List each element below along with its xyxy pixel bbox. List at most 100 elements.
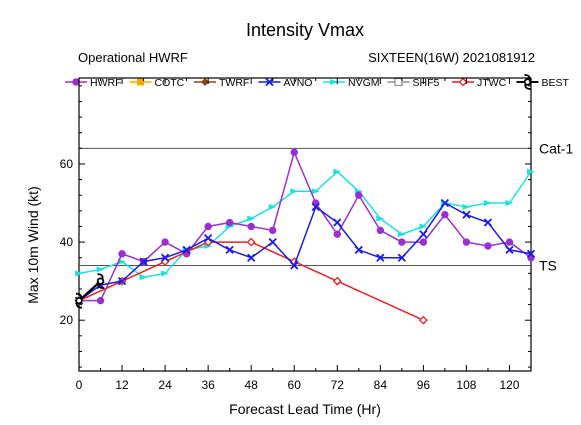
legend-item-shf5: SHF5 bbox=[387, 77, 440, 89]
legend-marker-shf5 bbox=[394, 77, 403, 87]
legend-item-jtwc: JTWC bbox=[452, 77, 507, 89]
data-point-nvgm bbox=[527, 168, 535, 175]
data-point-avno bbox=[268, 237, 277, 247]
data-point-hwrf bbox=[398, 238, 406, 246]
data-point-jtwc bbox=[418, 315, 428, 325]
data-point-nvgm bbox=[505, 200, 514, 207]
plot-frame bbox=[78, 77, 532, 372]
data-point-nvgm bbox=[247, 215, 256, 222]
data-point-avno bbox=[333, 218, 342, 227]
x-tick-label: 24 bbox=[158, 378, 172, 392]
data-point-avno bbox=[483, 218, 493, 227]
data-point-nvgm bbox=[118, 258, 127, 265]
data-point-avno bbox=[117, 277, 127, 286]
x-tick-label: 36 bbox=[201, 378, 215, 392]
series-line-jtwc bbox=[78, 241, 424, 321]
data-point-avno bbox=[419, 230, 428, 239]
legend-marker-jtwc bbox=[458, 77, 468, 87]
data-point-hwrf bbox=[96, 296, 105, 305]
x-tick-label: 120 bbox=[499, 378, 519, 392]
legend-marker-twrf bbox=[201, 78, 209, 86]
data-point-avno bbox=[311, 202, 320, 212]
legend-item-hwrf: HWRF bbox=[65, 77, 122, 89]
data-point-jtwc bbox=[332, 276, 342, 286]
legend-item-best: BEST bbox=[516, 74, 570, 90]
threshold-label-ts: TS bbox=[539, 258, 557, 274]
data-point-hwrf bbox=[441, 211, 449, 219]
legend-label-nvgm: NVGM bbox=[348, 77, 380, 89]
series-line-best bbox=[78, 280, 102, 302]
data-point-nvgm bbox=[311, 188, 320, 195]
data-point-nvgm bbox=[333, 168, 342, 175]
data-point-best bbox=[75, 292, 83, 309]
data-point-avno bbox=[354, 245, 363, 255]
legend-marker-best bbox=[523, 74, 532, 90]
data-point-hwrf bbox=[462, 238, 471, 246]
data-point-avno bbox=[440, 198, 450, 208]
x-tick-label: 72 bbox=[331, 378, 345, 392]
data-point-nvgm bbox=[161, 270, 170, 277]
plot-area: Cat-1 TS 0 12 24 36 48 60 72 84 96 108 120 20 40 60 bbox=[60, 77, 573, 392]
data-point-avno bbox=[526, 249, 536, 258]
x-tick-label: 0 bbox=[76, 378, 83, 392]
threshold-label-cat-1: Cat-1 bbox=[539, 140, 573, 156]
data-point-hwrf bbox=[290, 148, 298, 156]
data-point-hwrf bbox=[505, 238, 514, 246]
legend-label-cotc: COTC bbox=[155, 77, 185, 89]
data-point-hwrf bbox=[204, 222, 212, 231]
legend-label-avno: AVNO bbox=[284, 77, 313, 89]
y-tick-label: 20 bbox=[60, 313, 74, 327]
data-point-best bbox=[96, 273, 105, 290]
data-point-nvgm bbox=[75, 270, 83, 277]
data-point-hwrf bbox=[376, 226, 385, 235]
data-point-nvgm bbox=[419, 223, 428, 230]
legend-item-nvgm: NVGM bbox=[323, 77, 380, 89]
legend: HWRF COTC TWRF AVNO NVGM SHF5 JTWC BEST bbox=[65, 74, 570, 90]
legend-label-twrf: TWRF bbox=[219, 77, 249, 89]
legend-label-best: BEST bbox=[542, 77, 570, 89]
data-point-nvgm bbox=[397, 231, 406, 238]
legend-item-cotc: COTC bbox=[129, 77, 185, 89]
data-point-hwrf bbox=[247, 222, 255, 231]
data-point-nvgm bbox=[268, 203, 277, 210]
data-point-jtwc bbox=[246, 237, 256, 247]
legend-marker-avno bbox=[265, 77, 274, 87]
x-axis-label: Forecast Lead Time (Hr) bbox=[229, 401, 381, 417]
legend-item-avno: AVNO bbox=[258, 77, 313, 89]
data-point-avno bbox=[462, 210, 471, 219]
legend-marker-hwrf bbox=[72, 78, 80, 86]
y-tick-label: 40 bbox=[60, 235, 74, 249]
data-point-nvgm bbox=[96, 266, 105, 273]
data-point-nvgm bbox=[290, 188, 299, 195]
data-point-avno bbox=[290, 261, 299, 270]
legend-item-twrf: TWRF bbox=[194, 77, 249, 89]
data-point-nvgm bbox=[462, 203, 471, 210]
data-point-avno bbox=[247, 253, 256, 262]
data-point-avno bbox=[139, 257, 148, 266]
data-point-nvgm bbox=[483, 200, 492, 207]
y-axis-label: Max 10m Wind (kt) bbox=[25, 186, 41, 303]
data-point-hwrf bbox=[419, 238, 428, 246]
data-point-hwrf bbox=[333, 230, 341, 238]
series-line-avno bbox=[78, 202, 532, 302]
x-tick-label: 96 bbox=[417, 378, 431, 392]
chart-subtitle-right: SIXTEEN(16W) 2021081912 bbox=[368, 50, 535, 65]
series-line-hwrf bbox=[79, 149, 532, 302]
data-point-hwrf bbox=[118, 250, 126, 258]
data-point-avno bbox=[204, 234, 213, 243]
x-tick-label: 60 bbox=[288, 378, 302, 392]
legend-marker-cotc bbox=[137, 78, 144, 86]
x-tick-label: 108 bbox=[456, 378, 476, 392]
data-point-avno bbox=[376, 253, 385, 262]
legend-label-jtwc: JTWC bbox=[477, 77, 507, 89]
data-point-hwrf bbox=[484, 242, 492, 250]
data-point-hwrf bbox=[355, 191, 363, 199]
series-line-nvgm bbox=[78, 170, 532, 279]
data-point-hwrf bbox=[269, 226, 277, 235]
y-tick-label: 60 bbox=[60, 157, 74, 171]
x-tick-label: 84 bbox=[374, 378, 388, 392]
data-point-hwrf bbox=[161, 238, 169, 246]
data-point-nvgm bbox=[139, 274, 148, 281]
x-tick-label: 12 bbox=[115, 378, 129, 392]
